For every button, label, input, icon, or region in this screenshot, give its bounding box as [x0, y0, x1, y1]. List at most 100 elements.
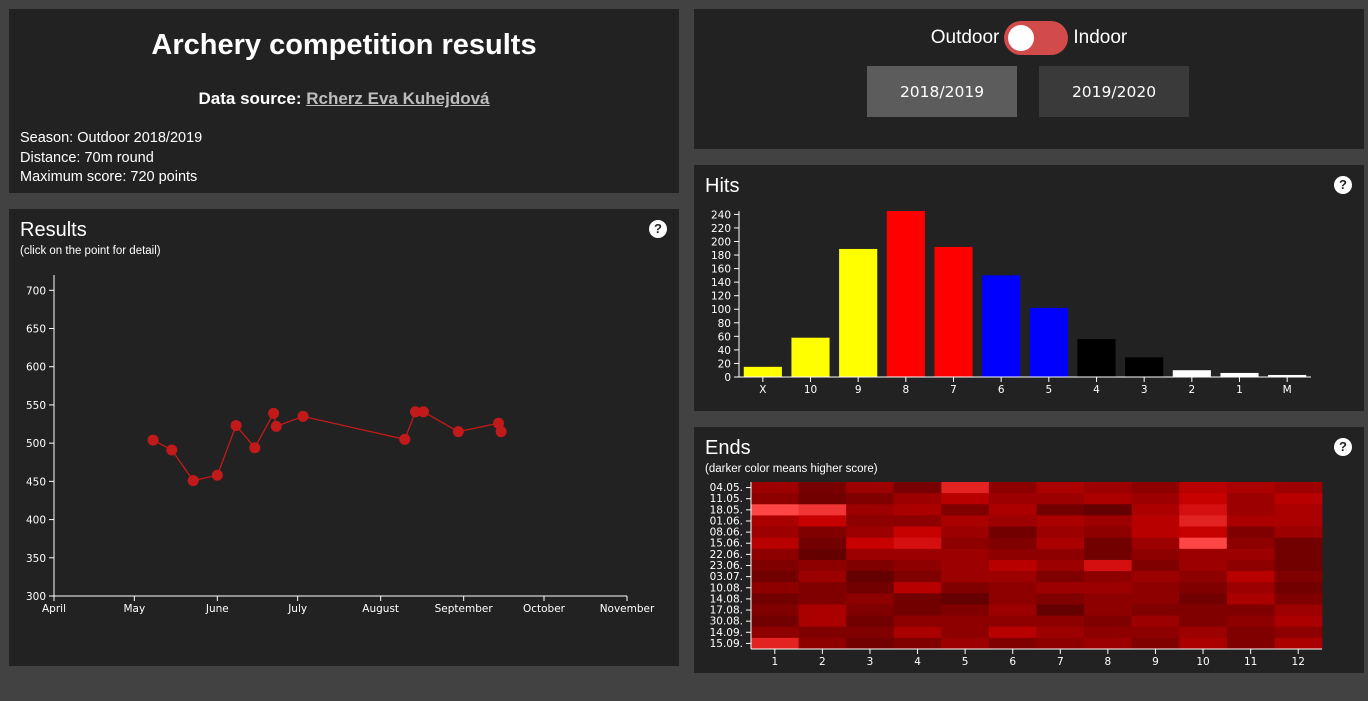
ends-x-tick-label: 4 — [914, 656, 921, 668]
ends-heatmap-cell — [988, 604, 1037, 616]
results-x-tick-label: July — [287, 603, 307, 615]
ends-heatmap: 04.05.11.05.18.05.01.06.08.06.15.06.22.0… — [710, 482, 1323, 668]
ends-heatmap-cell — [941, 626, 990, 639]
results-point[interactable] — [268, 407, 280, 419]
ends-heatmap-cell — [798, 482, 847, 494]
ends-heatmap-cell — [798, 493, 847, 505]
results-point[interactable] — [495, 426, 507, 438]
ends-heatmap-cell — [1226, 526, 1275, 539]
ends-panel: Ends (darker color means higher score) ?… — [694, 427, 1364, 673]
season-button-2019-2020[interactable]: 2019/2020 — [1039, 66, 1189, 117]
ends-heatmap-cell — [1274, 493, 1323, 505]
results-point[interactable] — [399, 433, 411, 445]
hits-y-tick-label: 60 — [718, 331, 731, 343]
ends-heatmap-cell — [1226, 615, 1275, 628]
results-x-tick-label: November — [600, 603, 655, 615]
ends-heatmap-cell — [941, 604, 990, 616]
ends-heatmap-cell — [751, 526, 799, 539]
hits-x-tick-label: 8 — [902, 384, 909, 396]
results-x-tick-label: April — [42, 603, 66, 615]
ends-heatmap-cell — [846, 493, 895, 505]
results-y-tick-label: 300 — [26, 591, 46, 603]
ends-heatmap-cell — [798, 571, 847, 583]
ends-y-tick-label: 30.08. — [710, 616, 743, 628]
ends-x-tick-label: 6 — [1009, 656, 1016, 668]
ends-heatmap-cell — [1274, 526, 1323, 539]
ends-heatmap-cell — [1179, 493, 1228, 505]
ends-heatmap-cell — [846, 537, 895, 550]
results-point[interactable] — [166, 444, 178, 456]
results-point[interactable] — [147, 434, 159, 446]
ends-heatmap-cell — [1179, 604, 1228, 616]
ends-heatmap-cell — [1036, 493, 1085, 505]
results-point[interactable] — [230, 420, 242, 432]
ends-heatmap-cell — [1131, 582, 1180, 594]
ends-heatmap-cell — [893, 526, 942, 539]
ends-heatmap-cell — [1226, 593, 1275, 605]
ends-heatmap-cell — [1036, 626, 1085, 639]
ends-heatmap-cell — [1084, 493, 1133, 505]
results-y-tick-label: 650 — [26, 324, 46, 336]
results-x-tick-label: June — [205, 603, 229, 615]
hits-help-icon[interactable]: ? — [1334, 176, 1352, 194]
ends-heatmap-cell — [893, 515, 942, 527]
ends-heatmap-cell — [1036, 504, 1085, 516]
results-point[interactable] — [452, 426, 464, 438]
ends-heatmap-cell — [1179, 515, 1228, 527]
hits-bar — [1125, 357, 1164, 377]
page-title: Archery competition results — [151, 29, 537, 61]
ends-heatmap-cell — [1084, 615, 1133, 628]
hits-bar — [839, 248, 878, 377]
results-title: Results — [20, 219, 87, 241]
ends-y-tick-label: 03.07. — [710, 571, 743, 583]
ends-heatmap-cell — [893, 582, 942, 594]
ends-heatmap-cell — [798, 593, 847, 605]
ends-heatmap-cell — [846, 571, 895, 583]
ends-heatmap-cell — [1131, 504, 1180, 516]
ends-heatmap-cell — [751, 626, 799, 639]
ends-heatmap-cell — [988, 482, 1037, 494]
data-source-link[interactable]: Rcherz Eva Kuhejdová — [306, 89, 490, 108]
ends-heatmap-cell — [1131, 615, 1180, 628]
results-point[interactable] — [270, 420, 282, 432]
ends-heatmap-cell — [1131, 571, 1180, 583]
results-point[interactable] — [297, 410, 309, 422]
ends-y-tick-label: 15.06. — [710, 538, 743, 550]
ends-heatmap-cell — [1084, 626, 1133, 639]
hits-x-tick-label: 4 — [1093, 384, 1100, 396]
ends-heatmap-cell — [941, 593, 990, 605]
results-point[interactable] — [249, 442, 261, 454]
ends-heatmap-cell — [893, 537, 942, 550]
data-source: Data source: Rcherz Eva Kuhejdová — [9, 89, 679, 109]
ends-heatmap-cell — [1274, 593, 1323, 605]
ends-y-tick-label: 23.06. — [710, 560, 743, 572]
hits-title: Hits — [705, 175, 740, 197]
ends-heatmap-cell — [941, 548, 990, 561]
ends-heatmap-cell — [893, 493, 942, 505]
ends-heatmap-cell — [893, 571, 942, 583]
ends-heatmap-cell — [1179, 559, 1228, 572]
hits-y-tick-label: 140 — [711, 277, 731, 289]
results-x-tick-label: September — [435, 603, 494, 615]
hits-panel: Hits ? 0 20 40 60 80 100 120 140 160 180 200 220 240… — [694, 165, 1364, 411]
switch-knob[interactable] — [1008, 25, 1035, 51]
results-point[interactable] — [211, 469, 223, 481]
hits-bar — [791, 337, 830, 377]
ends-heatmap-cell — [941, 482, 990, 494]
ends-heatmap-cell — [1226, 482, 1275, 494]
results-help-icon[interactable]: ? — [649, 220, 667, 238]
outdoor-indoor-switch[interactable] — [1004, 21, 1069, 55]
results-y-tick-label: 350 — [26, 553, 46, 565]
ends-heatmap-cell — [846, 637, 895, 650]
results-point[interactable] — [187, 475, 199, 487]
ends-help-icon[interactable]: ? — [1334, 438, 1352, 456]
ends-heatmap-cell — [941, 559, 990, 572]
season-button-2018-2019[interactable]: 2018/2019 — [867, 66, 1017, 117]
results-point[interactable] — [409, 406, 421, 418]
ends-x-tick-label: 12 — [1292, 656, 1305, 668]
hits-x-tick-label: 3 — [1141, 384, 1148, 396]
ends-heatmap-cell — [893, 626, 942, 639]
results-point[interactable] — [418, 406, 430, 418]
hits-y-tick-label: 80 — [718, 318, 731, 330]
results-point[interactable] — [492, 417, 504, 429]
